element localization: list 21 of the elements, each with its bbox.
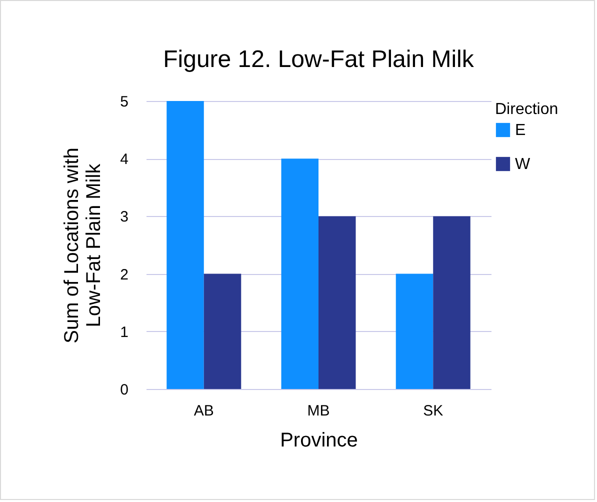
y-tick-label: 2	[120, 266, 128, 284]
x-tick-label: SK	[423, 402, 444, 420]
chart-title: Figure 12. Low-Fat Plain Milk	[163, 46, 475, 73]
bar	[396, 274, 434, 389]
bar	[433, 216, 470, 389]
bar	[204, 274, 242, 389]
bar	[166, 101, 204, 389]
y-tick-label: 5	[120, 94, 128, 110]
legend-label: W	[515, 156, 531, 173]
x-tick-label: MB	[307, 402, 330, 420]
bar	[281, 158, 318, 389]
y-tick-label: 3	[120, 208, 128, 226]
legend-label: E	[515, 122, 526, 139]
y-axis-title: Sum of Locations with Low-Fat Plain Milk	[61, 148, 106, 344]
x-axis-title: Province	[280, 430, 358, 452]
legend-title: Direction	[495, 101, 558, 118]
x-tick-label: AB	[194, 402, 214, 420]
y-tick-label: 0	[120, 382, 128, 398]
bar	[318, 216, 356, 389]
y-tick-label: 4	[120, 151, 128, 168]
y-tick-label: 1	[120, 324, 128, 341]
